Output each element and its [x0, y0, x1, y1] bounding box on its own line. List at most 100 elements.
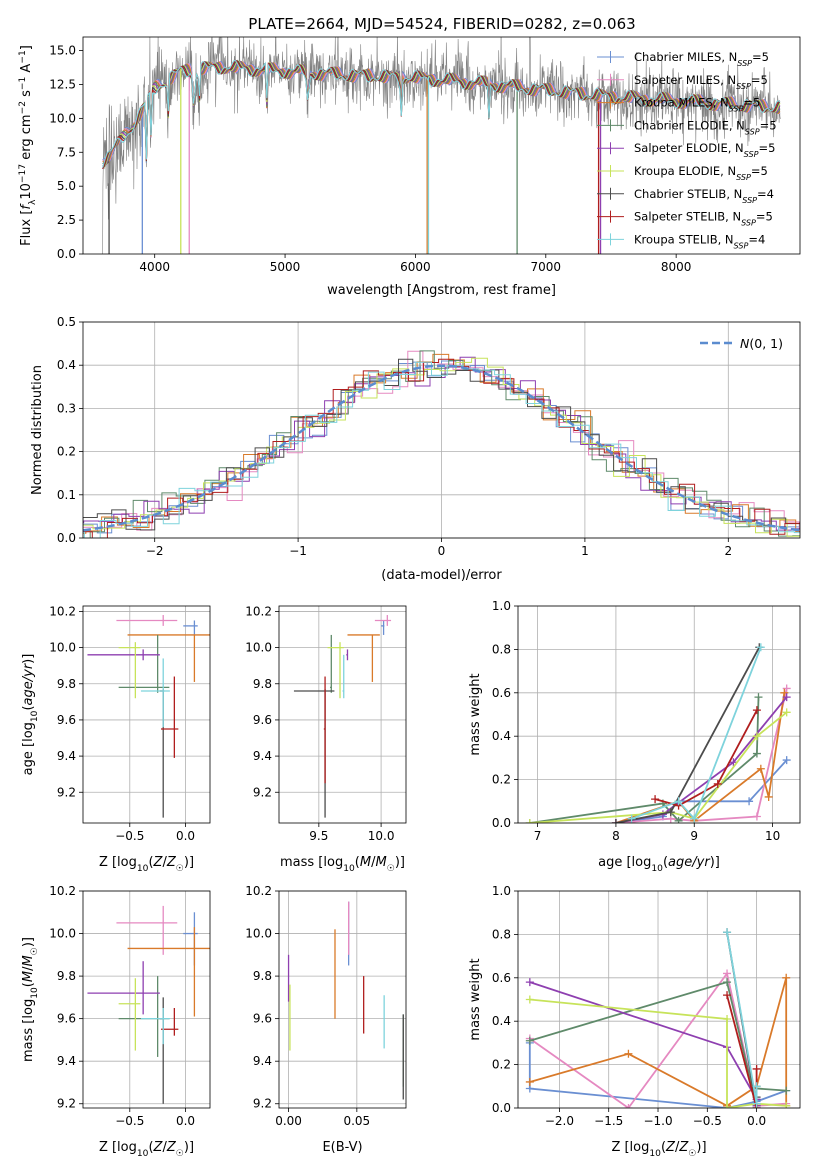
plot-area: [525, 643, 791, 823]
legend-label-9: Kroupa STELIB, NSSP=4: [634, 232, 765, 250]
weight-marker: [651, 795, 660, 804]
histogram-series-6: [83, 357, 800, 537]
y-tick-label: 9.4: [253, 749, 272, 763]
weight-vs-metallicity-panel: −2.0 −1.5 −1.0 −0.5 0.0 0.0 0.2 0.4 0.6 0.8 1.0 Z […: [468, 884, 801, 1159]
legend-label-6: Kroupa ELODIE, NSSP=5: [634, 164, 768, 182]
errorbar-8: [323, 676, 326, 784]
weight-series-4: [525, 693, 763, 823]
errorbar-6: [327, 642, 344, 699]
y-tick-label: 0.2: [492, 773, 511, 787]
y-tick-label: 1.0: [492, 599, 511, 613]
x-tick-label: −0.5: [693, 1114, 722, 1128]
weight-marker: [782, 1101, 791, 1108]
x-axis-label: mass [log10(M/M☉)]: [280, 855, 405, 874]
y-axis-label: Flux [fλ10−17 erg cm−2 s−1 A−1]: [18, 45, 38, 246]
x-tick-label: 0.0: [176, 829, 195, 843]
y-tick-label: 0.3: [57, 401, 76, 415]
weight-marker: [752, 812, 761, 821]
y-tick-label: 10.0: [245, 927, 272, 941]
x-tick-label: 2: [724, 544, 732, 558]
axes-frame: [278, 890, 407, 1109]
weight-marker: [780, 688, 789, 697]
weight-marker: [627, 814, 636, 823]
errorbar-5: [87, 649, 160, 661]
y-tick-label: 0.8: [492, 642, 511, 656]
weight-line: [528, 1042, 787, 1108]
y-tick-label: 9.8: [253, 677, 272, 691]
weight-line: [654, 709, 758, 807]
axes-frame: [517, 605, 801, 824]
weight-line: [726, 932, 758, 1104]
weight-series-8: [651, 706, 761, 810]
weight-line: [631, 646, 762, 821]
normal-reference-curve: [83, 364, 800, 532]
weight-marker: [752, 706, 761, 715]
y-tick-label: 5.0: [57, 179, 76, 193]
weight-series-5: [525, 978, 761, 1108]
weight-marker: [525, 978, 534, 987]
y-tick-label: 9.4: [57, 1054, 76, 1068]
weight-marker: [756, 764, 765, 773]
weight-marker: [624, 1049, 633, 1058]
y-tick-label: 9.4: [57, 749, 76, 763]
x-tick-label: 0.0: [176, 1114, 195, 1128]
grid: [279, 890, 406, 1108]
y-tick-label: 0.0: [492, 1101, 511, 1115]
weight-marker: [745, 797, 754, 806]
weight-marker: [666, 808, 675, 817]
mass-vs-ebv-panel: 0.00 0.05 9.2 9.4 9.6 9.8 10.0 10.2 E(B-V): [245, 884, 407, 1155]
weight-marker: [713, 779, 722, 788]
legend: Chabrier MILES, NSSP=5 Salpeter MILES, NS…: [597, 50, 777, 250]
axes: −2.0 −1.5 −1.0 −0.5 0.0 0.0 0.2 0.4 0.6 0.8 1.0: [492, 884, 766, 1128]
legend-label-4: Chabrier ELODIE, NSSP=5: [634, 118, 777, 136]
weight-marker: [752, 1064, 761, 1073]
y-tick-label: 9.2: [57, 785, 76, 799]
x-axis-label: Z [log10(Z/Z☉)]: [99, 855, 194, 874]
legend-label-5: Salpeter ELODIE, NSSP=5: [634, 141, 775, 159]
y-tick-label: 9.2: [253, 785, 272, 799]
y-tick-label: 9.2: [57, 1097, 76, 1111]
plot-area: [83, 350, 800, 538]
y-tick-label: 0.8: [492, 927, 511, 941]
x-tick-label: 6000: [400, 260, 431, 274]
weight-marker: [723, 969, 732, 978]
y-tick-label: 9.8: [253, 969, 272, 983]
y-tick-label: 0.5: [57, 315, 76, 329]
spectrum-panel: 4000 5000 6000 7000 8000 0.0 2.5 5.0 7.5 10.0 12.5…: [18, 36, 801, 298]
errorbar-6: [118, 642, 141, 699]
y-axis-label: age [log10(age/yr)]: [21, 654, 40, 776]
errorbar-8: [160, 1008, 179, 1036]
y-tick-label: 10.0: [49, 927, 76, 941]
age-vs-metallicity-panel: −0.5 0.0 9.2 9.4 9.6 9.8 10.0 10.2 Z [log10(Z/Z☉…: [21, 604, 211, 874]
axes-frame: [278, 605, 407, 824]
weight-marker: [674, 816, 683, 823]
weight-marker: [764, 792, 773, 801]
errorbar-1: [381, 620, 385, 635]
x-tick-label: −0.5: [115, 829, 144, 843]
legend-label-3: Kroupa MILES, NSSP=5: [634, 96, 760, 114]
age-vs-mass-panel: 9.5 10.0 9.2 9.4 9.6 9.8 10.0 10.2 mass [log10(M…: [245, 604, 407, 874]
legend: N(0, 1): [700, 336, 783, 351]
observed-spectrum: [102, 37, 781, 254]
grid: [518, 890, 800, 1109]
y-tick-label: 10.2: [245, 604, 272, 618]
axes-frame: [82, 321, 801, 539]
residual-histogram-panel: −2 −1 0 1 2 0.0 0.1 0.2 0.3 0.4 0.5 (data-model)/er…: [30, 315, 801, 583]
y-axis-label: mass [log10(M/M☉)]: [21, 937, 40, 1062]
axes: 4000 5000 6000 7000 8000 0.0 2.5 5.0 7.5 10.0 12.5…: [49, 44, 691, 274]
x-axis-label: E(B-V): [322, 1140, 362, 1155]
errorbar-4: [118, 634, 170, 693]
legend-label-1: Chabrier MILES, NSSP=5: [634, 50, 769, 68]
weight-marker: [525, 1036, 534, 1045]
weight-marker: [752, 732, 761, 741]
y-tick-label: 0.4: [57, 358, 76, 372]
histogram-series-4: [83, 350, 800, 538]
weight-line: [529, 977, 788, 1107]
y-axis-label: Normed distribution: [30, 365, 45, 495]
y-tick-label: 0.1: [57, 488, 76, 502]
x-tick-label: 7: [534, 829, 542, 843]
weight-marker: [525, 1077, 534, 1086]
y-tick-label: 9.8: [57, 677, 76, 691]
x-axis-label: Z [log10(Z/Z☉)]: [611, 1140, 706, 1159]
